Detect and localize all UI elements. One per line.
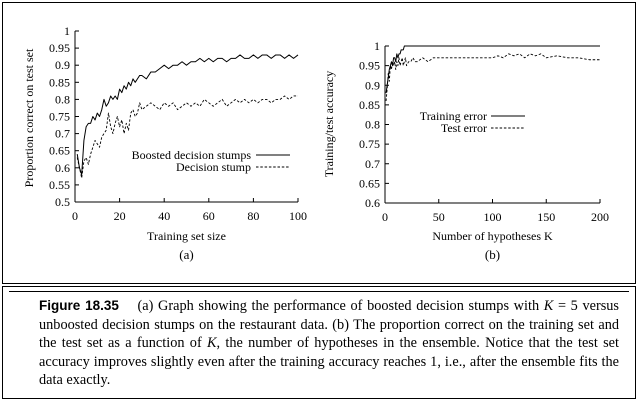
chart-a-ytick-label: 0.85: [49, 75, 70, 89]
chart-a-xtick-label: 20: [114, 209, 126, 223]
figure-label: Figure 18.35: [39, 298, 119, 313]
chart-b-xtick-label: 200: [591, 210, 609, 224]
chart-a-xtick-label: 0: [72, 209, 78, 223]
chart-b-series-solid-line: [385, 45, 600, 94]
chart-b-x-axis-label: Number of hypotheses K: [432, 229, 553, 243]
chart-b-legend-label: Training error: [420, 109, 487, 123]
chart-b-xtick-label: 150: [537, 210, 555, 224]
chart-b-ytick-label: 0.85: [359, 98, 380, 112]
chart-a-ytick-label: 0.95: [49, 41, 70, 55]
chart-a-panel-label: (a): [179, 247, 193, 262]
chart-b-ytick-label: 0.7: [365, 157, 380, 171]
chart-b-xtick-label: 100: [484, 210, 502, 224]
chart-b-ytick-label: 0.95: [359, 59, 380, 73]
chart-a-legend-label: Decision stump: [176, 160, 251, 174]
chart-a-ytick-label: 0.55: [49, 178, 70, 192]
figure-charts: 0.5 0.55 0.6 0.65 0.7 0.75 0.8 0.85 0.9 0.95 1 0 20 4…: [22, 24, 609, 262]
chart-b-ytick-label: 0.65: [359, 176, 380, 190]
chart-a-xtick-label: 40: [158, 209, 170, 223]
chart-a-ytick-label: 0.8: [55, 92, 70, 106]
chart-a-y-axis-label: Proportion correct on test set: [22, 48, 36, 187]
chart-b-ytick-label: 0.6: [365, 196, 380, 210]
chart-b-ytick-label: 0.9: [365, 78, 380, 92]
chart-a-ytick-label: 0.6: [55, 161, 70, 175]
chart-b-ytick-label: 0.75: [359, 137, 380, 151]
figure-caption: Figure 18.35 (a) Graph showing the perfo…: [39, 297, 619, 390]
chart-b-y-axis-label: Training/test accuracy: [322, 71, 336, 178]
chart-a-xtick-label: 80: [247, 209, 259, 223]
chart-a-xtick-label: 100: [289, 209, 307, 223]
chart-a-ytick-label: 1: [64, 24, 70, 38]
chart-a-ytick-label: 0.65: [49, 144, 70, 158]
chart-a-ytick-label: 0.5: [55, 195, 70, 209]
chart-b-xtick-label: 0: [382, 210, 388, 224]
chart-a-ytick-label: 0.75: [49, 110, 70, 124]
chart-b-legend-label: Test error: [441, 121, 487, 135]
chart-a-ytick-label: 0.7: [55, 127, 70, 141]
chart-a-ytick-label: 0.9: [55, 58, 70, 72]
chart-b-ytick-label: 1: [374, 39, 380, 53]
figure-frame: [2, 2, 636, 284]
chart-b-panel-label: (b): [485, 247, 500, 262]
chart-a-xtick-label: 60: [203, 209, 215, 223]
chart-a-series-solid-line: [76, 54, 299, 176]
caption-frame: Figure 18.35 (a) Graph showing the perfo…: [2, 286, 636, 399]
chart-a-x-axis-label: Training set size: [147, 229, 226, 243]
caption-body: (a) Graph showing the performance of boo…: [39, 298, 619, 389]
chart-b-series-dashed-line: [385, 53, 600, 101]
chart-a-legend-label: Boosted decision stumps: [132, 148, 252, 162]
chart-b-xtick-label: 50: [433, 210, 445, 224]
chart-b-ytick-label: 0.8: [365, 118, 380, 132]
caption-rule: [9, 291, 629, 292]
